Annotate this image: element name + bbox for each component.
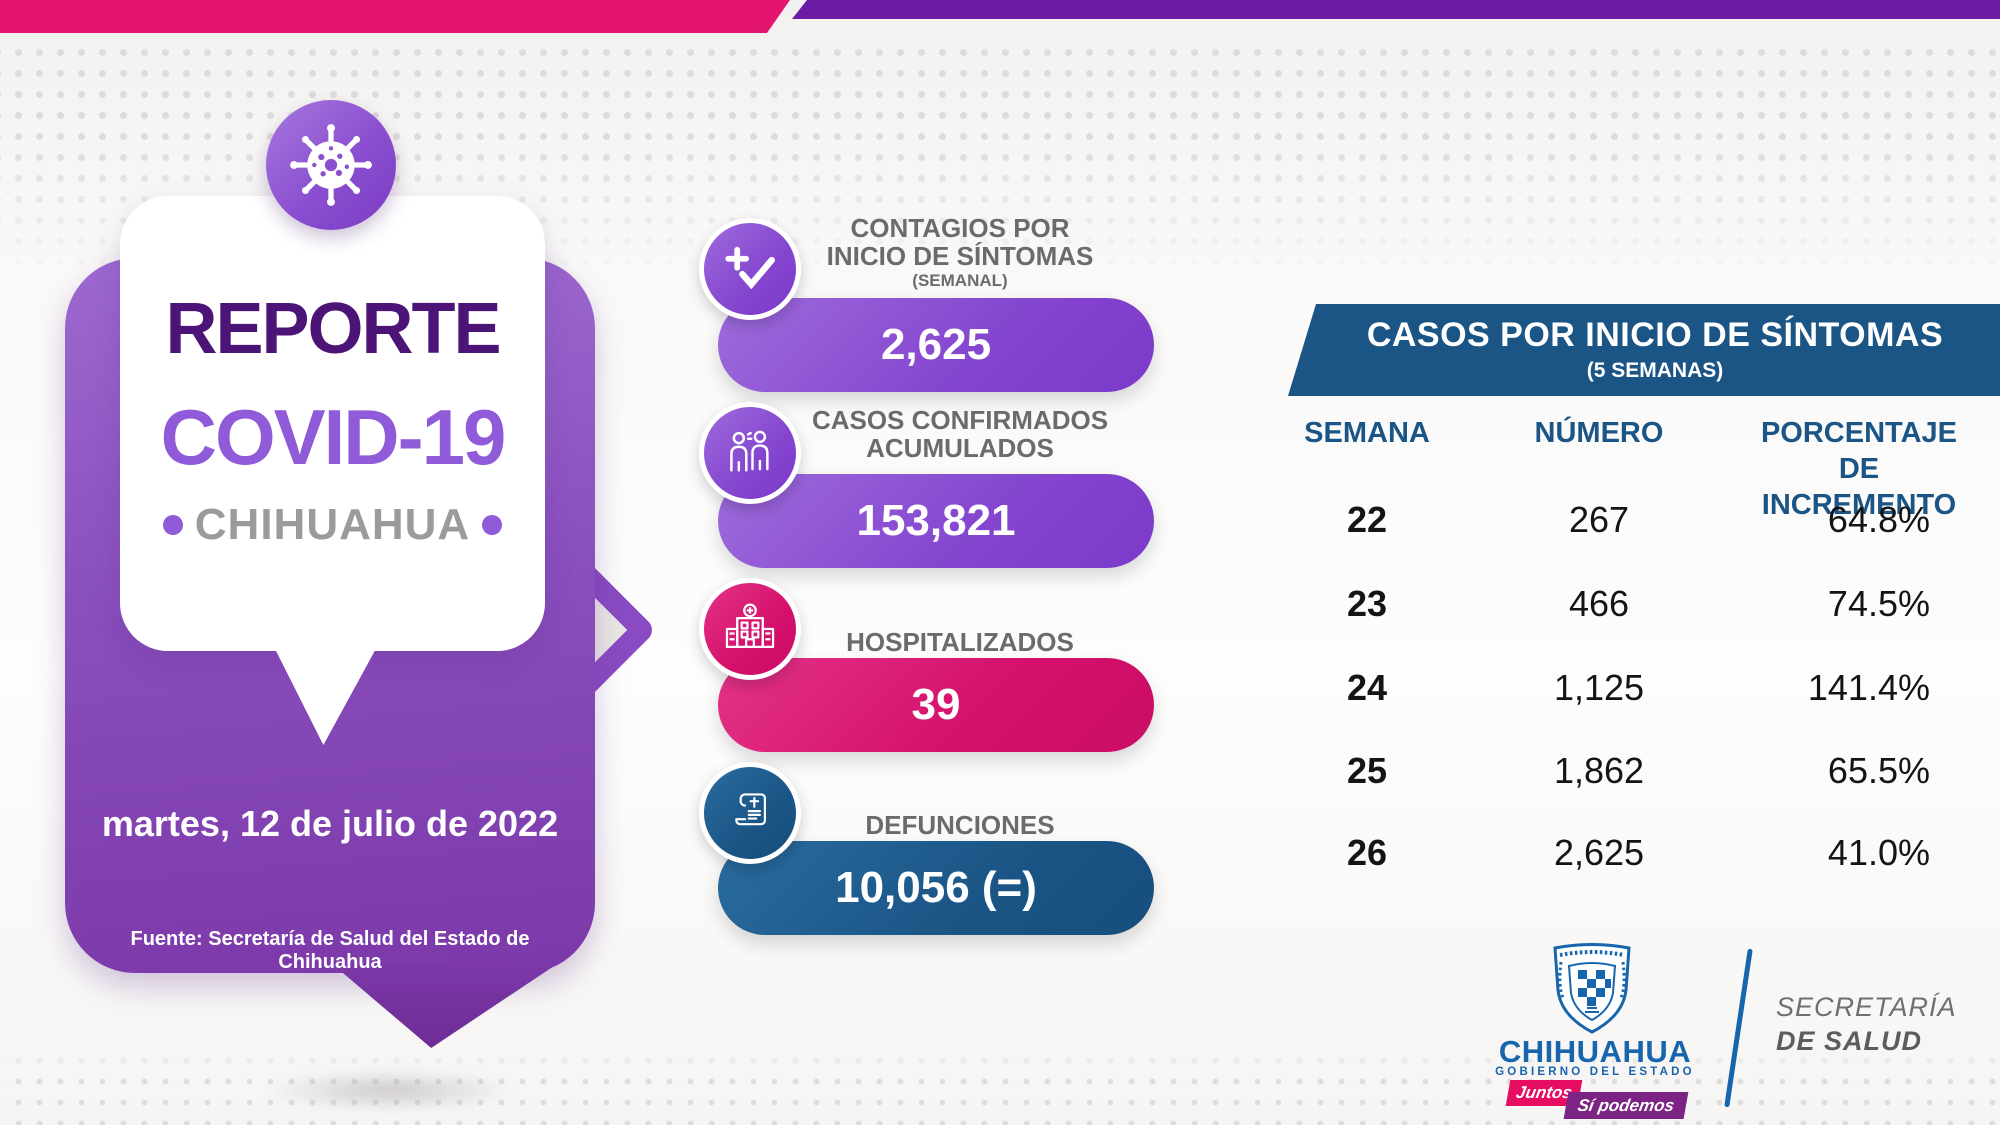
shield-icon xyxy=(1553,943,1631,1034)
region-label: CHIHUAHUA xyxy=(194,500,471,549)
covid-title: COVID-19 xyxy=(160,393,507,481)
report-date: martes, 12 de julio de 2022 xyxy=(101,803,559,844)
logo-gobierno: GOBIERNO DEL ESTADO xyxy=(1495,1066,1695,1078)
stat-label-defunciones: DEFUNCIONES xyxy=(865,810,1055,840)
de-salud-label: DE SALUD xyxy=(1776,1026,1923,1056)
table-title: CASOS POR INICIO DE SÍNTOMAS xyxy=(1366,316,1944,354)
stat-value-defunciones: 10,056 (=) xyxy=(718,841,1154,935)
table-subtitle: (5 SEMANAS) xyxy=(1586,359,1724,382)
top-bar-pink xyxy=(0,0,790,33)
stat-value-contagios: 2,625 xyxy=(718,298,1154,392)
stat-icon-defunciones xyxy=(699,762,801,864)
badge-si-podemos: Sí podemos xyxy=(1563,1092,1689,1119)
column-header-numero: NÚMERO xyxy=(1534,417,1664,449)
top-bar-purple xyxy=(792,0,2000,19)
stat-value-confirmados: 153,821 xyxy=(718,474,1154,568)
column-header-porcentaje: PORCENTAJE DE INCREMENTO xyxy=(1760,417,1958,521)
stat-value-hospitalizados: 39 xyxy=(718,658,1154,752)
plus-check-icon xyxy=(725,246,775,290)
virus-icon xyxy=(290,124,372,206)
logo-chihuahua: CHIHUAHUA xyxy=(1498,1034,1692,1069)
stat-icon-hospitalizados xyxy=(699,578,801,680)
secretaria-label: SECRETARÍA xyxy=(1776,992,1957,1022)
scroll-icon xyxy=(735,793,766,826)
report-title: REPORTE xyxy=(165,289,501,369)
bubble-tail xyxy=(330,962,560,1048)
bubble-tail-shadow xyxy=(255,1068,525,1113)
logo-divider xyxy=(1724,948,1753,1108)
stat-label-contagios: CONTAGIOS POR INICIO DE SÍNTOMAS (SEMANA… xyxy=(826,213,1094,290)
bullet-dot xyxy=(482,515,503,535)
virus-badge xyxy=(266,100,396,230)
people-icon xyxy=(730,430,769,472)
stat-icon-contagios xyxy=(699,218,801,320)
stat-label-hospitalizados: HOSPITALIZADOS xyxy=(846,627,1074,657)
bullet-dot xyxy=(162,515,183,535)
stat-label-confirmados: CASOS CONFIRMADOS ACUMULADOS xyxy=(811,405,1109,463)
column-header-semana: SEMANA xyxy=(1304,417,1430,449)
region-line: CHIHUAHUA xyxy=(120,500,545,550)
table-header-band: CASOS POR INICIO DE SÍNTOMAS (5 SEMANAS) xyxy=(1288,304,2000,396)
source-note: Fuente: Secretaría de Salud del Estado d… xyxy=(130,928,530,973)
hospital-icon xyxy=(725,603,775,649)
state-crest xyxy=(1547,938,1637,1043)
stat-icon-confirmados xyxy=(699,402,801,504)
